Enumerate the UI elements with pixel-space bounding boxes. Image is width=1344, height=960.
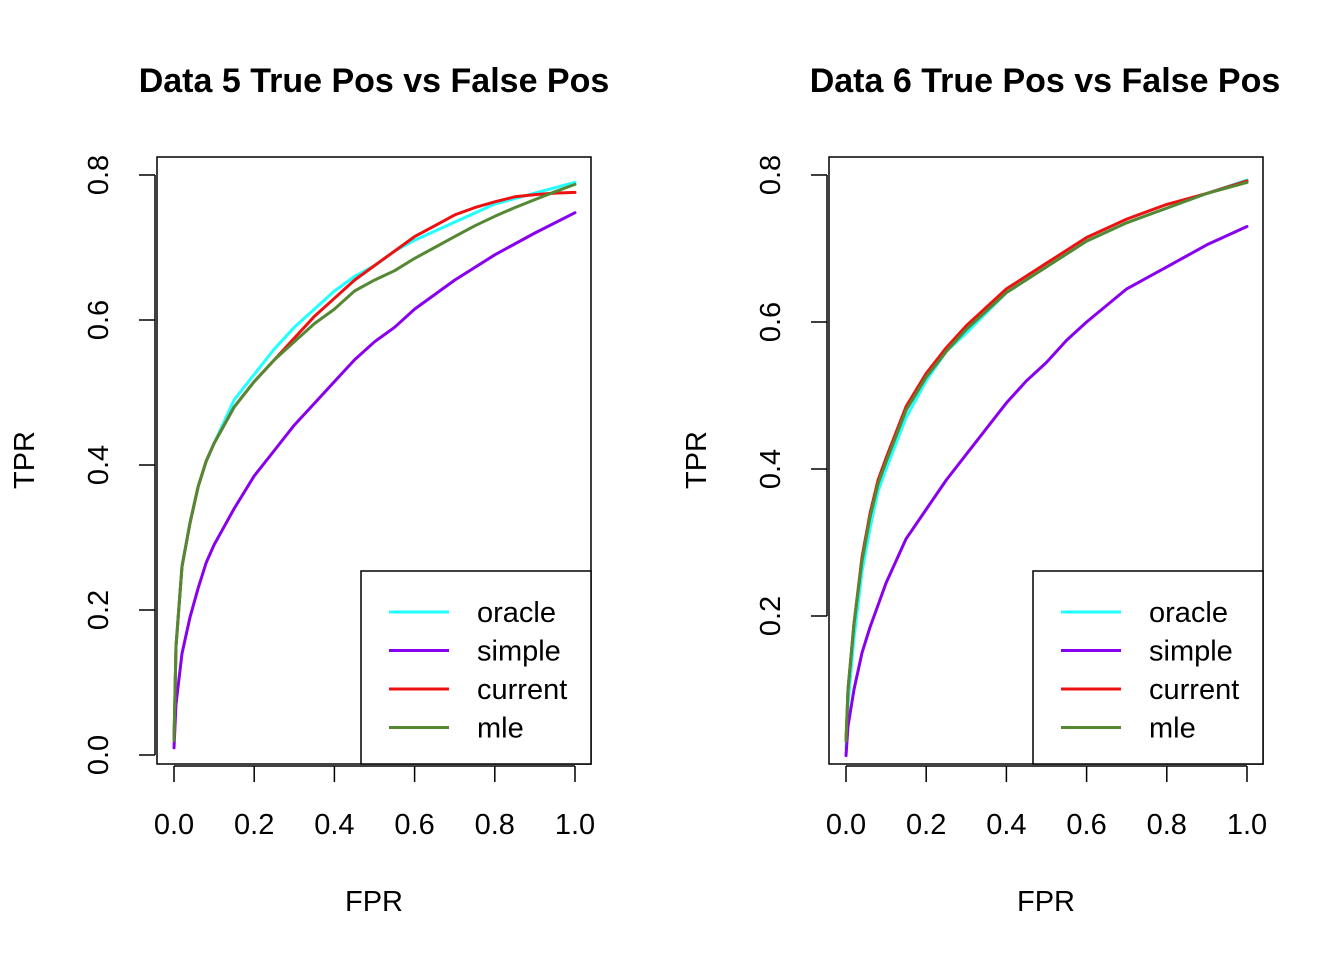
legend: oracle simple current mle bbox=[360, 570, 592, 765]
y-axis: 0.2 0.4 0.6 0.8 bbox=[755, 155, 828, 636]
legend-label-simple: simple bbox=[1149, 636, 1233, 668]
legend-label-current: current bbox=[477, 674, 567, 706]
x-tick-label: 0.2 bbox=[234, 809, 274, 841]
legend: oracle simple current mle bbox=[1032, 570, 1264, 765]
x-tick-label: 0.0 bbox=[826, 809, 866, 841]
series-line-simple bbox=[172, 211, 577, 750]
x-tick-label: 1.0 bbox=[555, 809, 595, 841]
y-tick-label: 0.6 bbox=[83, 300, 115, 340]
legend-label-current: current bbox=[1149, 674, 1239, 706]
chart-panel-1: Data 5 True Pos vs False Pos FPR TPR 0.0 0.2… bbox=[9, 62, 609, 918]
y-axis: 0.0 0.2 0.4 0.6 0.8 bbox=[83, 155, 156, 775]
chart-title: Data 6 True Pos vs False Pos bbox=[810, 62, 1281, 100]
y-tick-label: 0.4 bbox=[755, 449, 787, 489]
x-tick-label: 0.8 bbox=[475, 809, 515, 841]
y-axis-label: TPR bbox=[681, 431, 713, 489]
y-tick-label: 0.6 bbox=[755, 302, 787, 342]
chart-panel-2: Data 6 True Pos vs False Pos FPR TPR 0.0 0.2… bbox=[681, 62, 1280, 918]
legend-label-mle: mle bbox=[1149, 713, 1196, 745]
legend-box bbox=[1032, 570, 1264, 765]
x-tick-label: 0.4 bbox=[314, 809, 354, 841]
x-tick-label: 0.8 bbox=[1147, 809, 1187, 841]
x-tick-label: 1.0 bbox=[1227, 809, 1267, 841]
y-tick-label: 0.8 bbox=[755, 155, 787, 195]
y-tick-label: 0.0 bbox=[83, 735, 115, 775]
legend-label-simple: simple bbox=[477, 636, 561, 668]
y-tick-label: 0.8 bbox=[83, 155, 115, 195]
y-tick-label: 0.4 bbox=[83, 445, 115, 485]
x-tick-label: 0.6 bbox=[394, 809, 434, 841]
x-tick-label: 0.0 bbox=[154, 809, 194, 841]
series-line-simple bbox=[844, 225, 1249, 758]
x-tick-label: 0.4 bbox=[986, 809, 1026, 841]
series-line-mle bbox=[844, 180, 1249, 743]
x-axis: 0.0 0.2 0.4 0.6 0.8 1.0 bbox=[826, 765, 1267, 841]
y-tick-label: 0.2 bbox=[83, 590, 115, 630]
x-axis-label: FPR bbox=[1017, 886, 1075, 918]
y-axis-label: TPR bbox=[9, 431, 41, 489]
series-line-mle bbox=[172, 182, 577, 742]
x-tick-label: 0.2 bbox=[906, 809, 946, 841]
y-tick-label: 0.2 bbox=[755, 596, 787, 636]
legend-box bbox=[360, 570, 592, 765]
legend-label-oracle: oracle bbox=[477, 597, 556, 629]
legend-label-mle: mle bbox=[477, 713, 524, 745]
legend-label-oracle: oracle bbox=[1149, 597, 1228, 629]
x-tick-label: 0.6 bbox=[1066, 809, 1106, 841]
chart-title: Data 5 True Pos vs False Pos bbox=[139, 62, 610, 100]
x-axis: 0.0 0.2 0.4 0.6 0.8 1.0 bbox=[154, 765, 595, 841]
x-axis-label: FPR bbox=[345, 886, 403, 918]
